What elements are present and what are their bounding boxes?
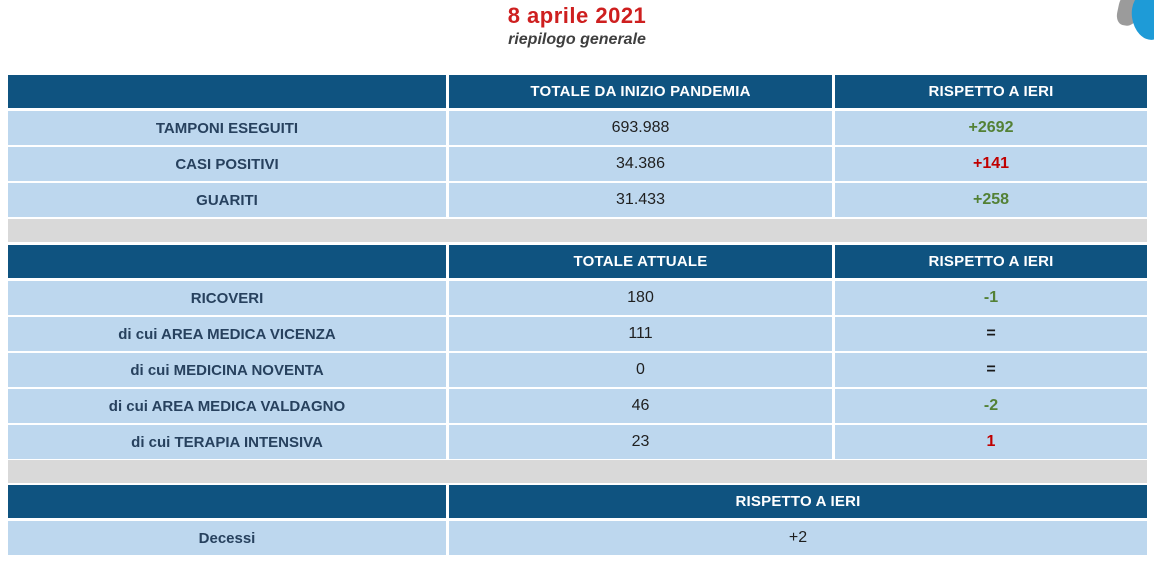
- row-label: di cui AREA MEDICA VALDAGNO: [8, 389, 446, 423]
- header-empty-cell: [8, 75, 446, 108]
- page-subtitle: riepilogo generale: [508, 31, 646, 48]
- row-label: di cui AREA MEDICA VICENZA: [8, 317, 446, 351]
- total-value: 46: [449, 389, 832, 423]
- total-value: 0: [449, 353, 832, 387]
- column-header-total-current: TOTALE ATTUALE: [449, 245, 832, 278]
- section-spacer: [8, 219, 1147, 242]
- total-value: 34.386: [449, 147, 832, 181]
- column-header-vs-yesterday: RISPETTO A IERI: [835, 245, 1147, 278]
- delta-value: 1: [835, 425, 1147, 459]
- row-label: TAMPONI ESEGUITI: [8, 111, 446, 145]
- logo-blue-shape: [1128, 0, 1154, 43]
- delta-value: -2: [835, 389, 1147, 423]
- total-value: 31.433: [449, 183, 832, 217]
- total-value: 23: [449, 425, 832, 459]
- total-value: 180: [449, 281, 832, 315]
- delta-value: =: [835, 353, 1147, 387]
- column-header-total-pandemic: TOTALE DA INIZIO PANDEMIA: [449, 75, 832, 108]
- delta-value: +2692: [835, 111, 1147, 145]
- report-header: 8 aprile 2021 riepilogo generale: [0, 3, 1154, 49]
- header-empty-cell: [8, 485, 446, 518]
- region-globe-logo: [1106, 0, 1154, 46]
- total-value: 693.988: [449, 111, 832, 145]
- row-label: Decessi: [8, 521, 446, 555]
- delta-value: +258: [835, 183, 1147, 217]
- total-value: 111: [449, 317, 832, 351]
- table-pandemic-totals: TOTALE DA INIZIO PANDEMIA RISPETTO A IER…: [8, 75, 1147, 217]
- page-title: 8 aprile 2021: [507, 3, 647, 28]
- section-spacer: [8, 460, 1147, 483]
- row-label: GUARITI: [8, 183, 446, 217]
- delta-value: -1: [835, 281, 1147, 315]
- delta-value: +141: [835, 147, 1147, 181]
- row-label: di cui MEDICINA NOVENTA: [8, 353, 446, 387]
- column-header-vs-yesterday: RISPETTO A IERI: [449, 485, 1147, 518]
- row-label: RICOVERI: [8, 281, 446, 315]
- column-header-vs-yesterday: RISPETTO A IERI: [835, 75, 1147, 108]
- row-label: di cui TERAPIA INTENSIVA: [8, 425, 446, 459]
- delta-value: =: [835, 317, 1147, 351]
- table-deaths: RISPETTO A IERI Decessi +2: [8, 485, 1147, 555]
- row-label: CASI POSITIVI: [8, 147, 446, 181]
- table-current-totals: TOTALE ATTUALE RISPETTO A IERI RICOVERI …: [8, 245, 1147, 459]
- delta-value: +2: [449, 521, 1147, 555]
- header-empty-cell: [8, 245, 446, 278]
